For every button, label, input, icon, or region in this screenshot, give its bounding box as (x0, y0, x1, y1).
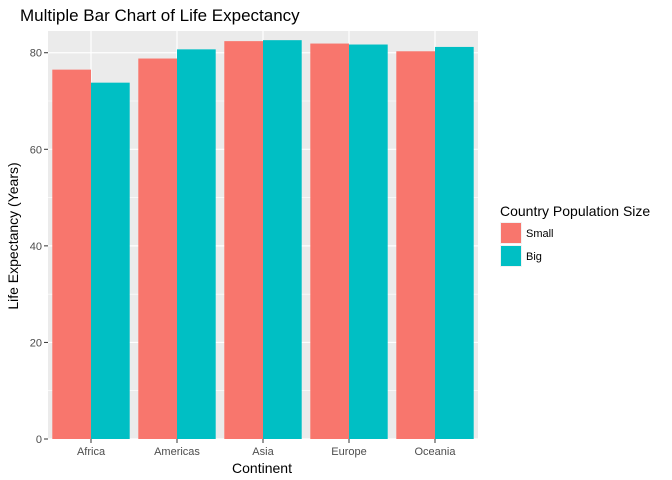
bar-small-americas (138, 58, 177, 440)
plot-panel: 0 20 40 60 80 Africa Americas Asia Europe Oceania (30, 31, 478, 458)
y-tick-label: 60 (30, 144, 42, 156)
legend-title: Country Population Size (500, 203, 650, 219)
x-tick-label: Asia (252, 446, 274, 458)
legend-label-big: Big (526, 251, 542, 263)
y-axis-title: Life Expectancy (Years) (5, 162, 21, 309)
legend-label-small: Small (526, 228, 554, 240)
bar-small-africa (52, 69, 91, 439)
y-tick-label: 40 (30, 241, 42, 253)
bar-small-asia (224, 41, 263, 439)
x-tick-label: Africa (77, 446, 106, 458)
chart-title: Multiple Bar Chart of Life Expectancy (20, 6, 300, 25)
y-tick-label: 80 (30, 48, 42, 60)
bar-big-asia (263, 40, 302, 440)
bar-big-americas (177, 49, 216, 439)
x-axis-title: Continent (232, 460, 292, 476)
bar-small-oceania (396, 51, 435, 439)
legend-key-big (501, 246, 521, 266)
x-tick-label: Americas (154, 446, 200, 458)
legend: Country Population Size Small Big (500, 203, 650, 267)
y-tick-label: 0 (36, 434, 42, 446)
x-tick-label: Oceania (415, 446, 457, 458)
bar-big-oceania (435, 46, 474, 440)
bar-small-europe (310, 43, 349, 440)
bar-big-europe (349, 44, 388, 439)
y-tick-label: 20 (30, 337, 42, 349)
x-tick-label: Europe (331, 446, 366, 458)
bar-big-africa (91, 82, 130, 439)
legend-key-small (501, 223, 521, 243)
